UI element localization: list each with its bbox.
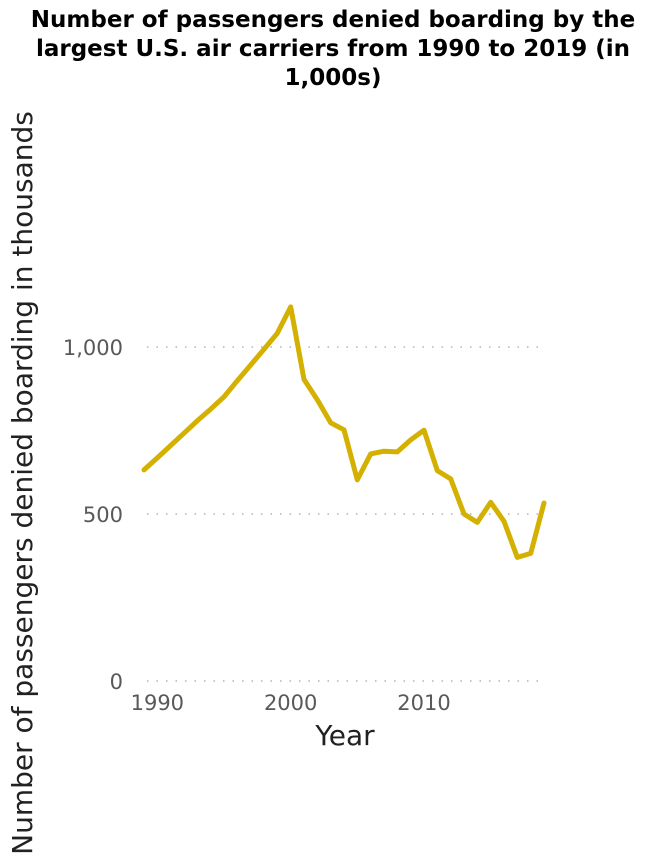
- y-axis-title: Number of passengers denied boarding in …: [6, 111, 39, 855]
- chart-title: Number of passengers denied boarding by …: [30, 7, 636, 91]
- y-tick-label: 1,000: [63, 336, 123, 360]
- x-axis-title: Year: [314, 719, 375, 752]
- x-tick-label: 2010: [397, 691, 450, 715]
- x-tick-label: 2000: [264, 691, 317, 715]
- x-axis-ticks: 1990 2000 2010: [131, 691, 451, 715]
- y-axis-ticks: 0 500 1,000: [63, 336, 123, 694]
- y-tick-label: 500: [83, 503, 123, 527]
- series-line: [141, 304, 547, 560]
- y-tick-label: 0: [110, 670, 123, 694]
- x-tick-label: 1990: [131, 691, 184, 715]
